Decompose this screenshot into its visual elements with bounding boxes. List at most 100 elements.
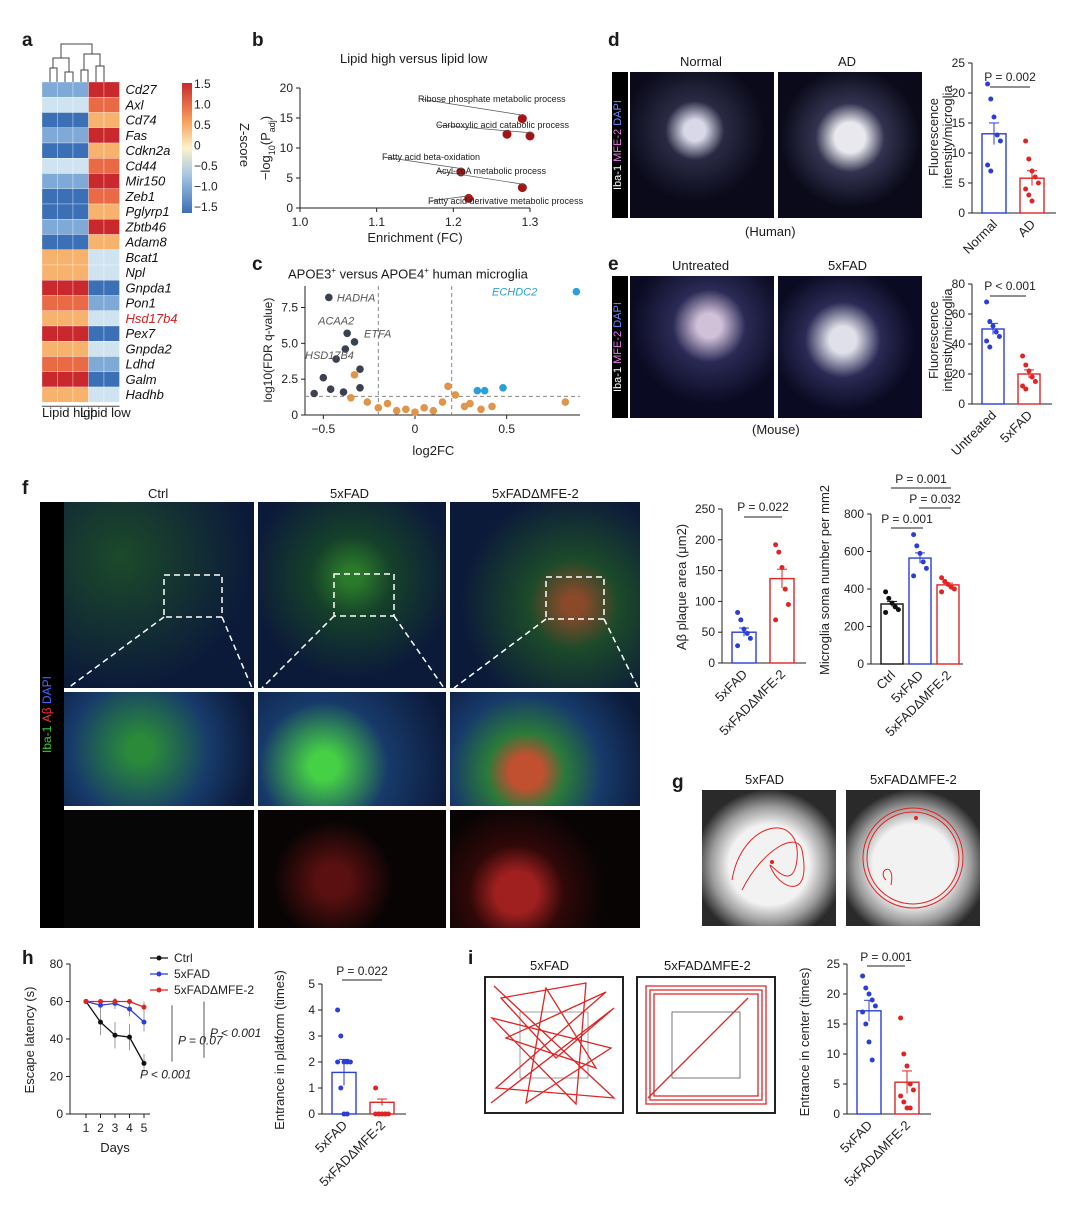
chart-f1-ylabel: Aβ plaque area (μm2) (674, 524, 689, 650)
y-tick-label: 40 (952, 337, 966, 351)
bar (731, 631, 757, 664)
y-tick-label: 60 (952, 307, 966, 321)
ylabel-close: ) (258, 116, 273, 120)
chart-h1-xlabel: Days (100, 1140, 130, 1155)
gene-label: Fas (126, 128, 148, 143)
x-tick-label: 5 (141, 1121, 148, 1135)
y-tick-label: 3 (308, 1029, 315, 1043)
gene-label: Axl (125, 97, 145, 112)
chart-c-ylabel: log10(FDR q-value) (261, 298, 275, 403)
data-point (984, 338, 990, 344)
heatmap-cell (103, 386, 120, 403)
y-tick-label: 400 (844, 582, 864, 596)
data-point (1023, 186, 1029, 192)
y-tick-label: 0 (958, 397, 965, 411)
data-point (951, 586, 957, 592)
chart-c-point (326, 385, 335, 393)
x-category-label: 5xFADΔMFE-2 (716, 667, 788, 739)
data-point (1029, 374, 1035, 380)
y-tick-label: 150 (695, 564, 715, 578)
y-tick-label: 0 (286, 201, 293, 215)
data-point (1023, 386, 1029, 392)
chart-c-point (572, 287, 581, 296)
data-point (866, 991, 872, 997)
y-tick-label: 20 (952, 367, 966, 381)
gene-label: Npl (126, 265, 147, 280)
chart-c-point (561, 398, 570, 406)
data-point (907, 1081, 913, 1087)
chart-d-ylabel-2: intensity/microglia (940, 85, 955, 189)
chart-c-point (341, 345, 350, 353)
chart-c-point (319, 373, 328, 382)
data-point (1032, 379, 1038, 384)
data-point (1020, 353, 1026, 359)
gene-label: Hsd17b4 (126, 311, 178, 326)
chart-e-ylabel-1: Fluorescence (926, 301, 941, 379)
data-point (991, 114, 997, 120)
panel-label-b: b (252, 30, 264, 51)
chart-c: 0 2.5 5.0 7.5 −0.5 0 0.5 HADHA ACAA2 ETFA HSD17B4 E… (261, 286, 581, 458)
g-title-5xfad: 5xFAD (745, 772, 785, 787)
panel-label-d: d (608, 30, 620, 51)
y-tick-label: 0 (56, 1107, 63, 1121)
g-title-5xfad-mfe2: 5xFADΔMFE-2 (870, 772, 957, 787)
data-point (1020, 383, 1026, 389)
data-point (744, 630, 750, 636)
data-point (985, 162, 991, 168)
f-zoom-5xfad (258, 692, 446, 806)
chart-f2-pvalue-3: P = 0.001 (895, 472, 947, 486)
chart-c-point (451, 391, 460, 399)
panel-label-f: f (22, 478, 29, 499)
colorbar-tick: −1.5 (194, 200, 218, 214)
legend-marker (156, 955, 162, 961)
data-point (901, 1051, 907, 1057)
chart-h1-pvalue-2: P < 0.001 (210, 1026, 261, 1040)
chart-b-annotation: Fatty acid beta-oxidation (382, 152, 480, 162)
x-tick-label: −0.5 (311, 422, 335, 436)
chart-c-xlabel: log2FC (412, 443, 454, 458)
data-point (910, 1087, 916, 1093)
series-point (141, 1019, 147, 1025)
gene-label-hsd17b4: HSD17B4 (305, 350, 354, 362)
f-title-5xfad: 5xFAD (330, 486, 370, 501)
data-point (1032, 174, 1038, 180)
data-point (735, 643, 741, 649)
gene-label: Pglyrp1 (126, 204, 170, 219)
y-tick-label: 15 (827, 1017, 841, 1031)
data-point (886, 595, 892, 601)
data-point (773, 542, 779, 548)
y-tick-label: 0 (708, 656, 715, 670)
annotation-leader (383, 156, 465, 170)
series-point (141, 1060, 147, 1066)
group-label-lipid-low: Lipid low (80, 405, 131, 420)
chart-f1-pvalue: P = 0.022 (737, 500, 789, 514)
y-tick-label: 250 (695, 502, 715, 516)
chart-b-annotation: Ribose phosphate metabolic process (418, 94, 566, 104)
f-zoom-5xfad-mfe2 (450, 692, 640, 806)
chart-c-point (356, 383, 364, 392)
chart-c-point (350, 371, 359, 379)
y-tick-label: 15 (280, 111, 294, 125)
y-tick-label: 20 (827, 987, 841, 1001)
gene-label-acaa2: ACAA2 (317, 315, 354, 327)
data-point (1029, 168, 1035, 174)
data-point (914, 543, 920, 549)
x-category-label: 5xFADΔMFE-2 (316, 1118, 388, 1190)
g-track-5xfad (702, 790, 836, 926)
x-tick-label: 4 (126, 1121, 133, 1135)
bar (936, 584, 960, 665)
data-point (917, 550, 923, 556)
chart-b-annotation: Fatty acid derivative metabolic process (428, 196, 584, 206)
x-tick-label: 0 (412, 422, 419, 436)
series-point (112, 999, 118, 1004)
data-point (1035, 180, 1041, 186)
data-point (883, 609, 889, 615)
gene-label: Cd44 (126, 158, 157, 173)
data-point (785, 601, 791, 607)
y-tick-label: 7.5 (281, 301, 298, 315)
data-point (990, 323, 996, 329)
bar (856, 1010, 882, 1115)
